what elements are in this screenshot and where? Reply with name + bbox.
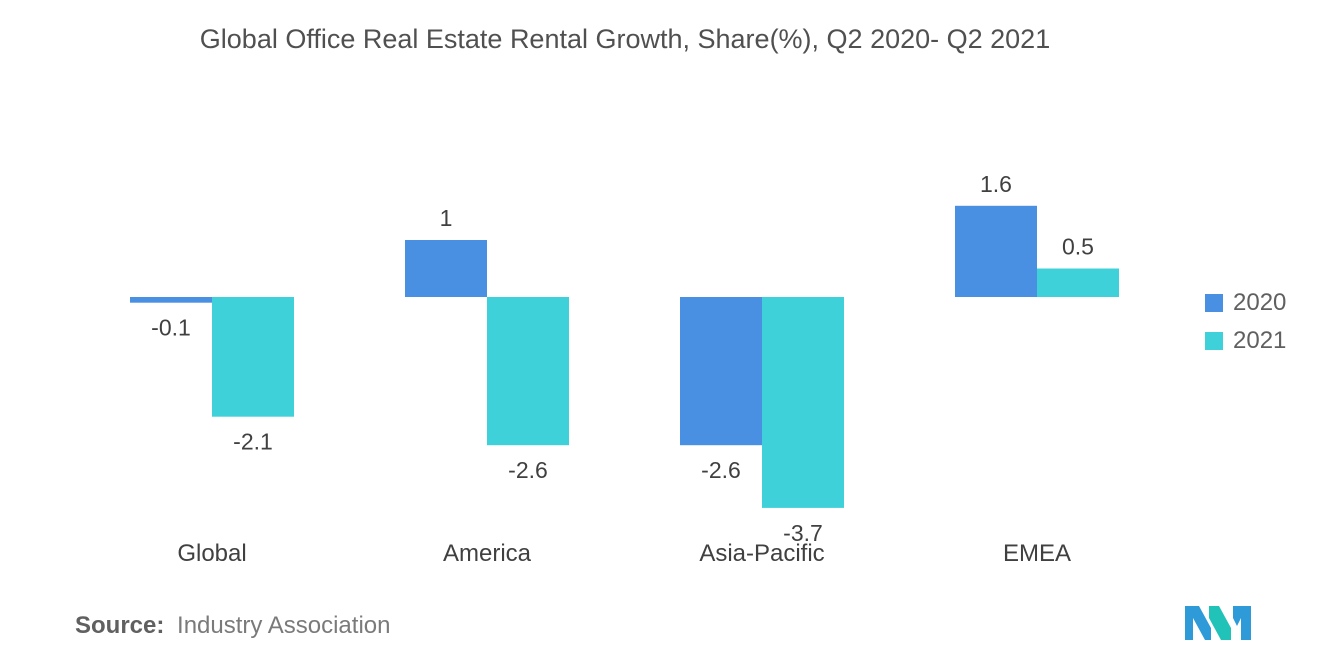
- data-label-emea-2020: 1.6: [980, 171, 1012, 197]
- bar-america-2020[interactable]: [405, 240, 487, 297]
- data-label-global-2021: -2.1: [233, 429, 273, 455]
- bar-asia-pacific-2021[interactable]: [762, 297, 844, 508]
- bar-global-2020[interactable]: [130, 297, 212, 303]
- bar-asia-pacific-2020[interactable]: [680, 297, 762, 446]
- chart-title: Global Office Real Estate Rental Growth,…: [199, 24, 1051, 54]
- legend-item-2020[interactable]: 2020: [1205, 284, 1286, 322]
- legend-label-2020: 2020: [1233, 289, 1287, 316]
- source-note: Source: Industry Association: [75, 612, 390, 640]
- bar-emea-2021[interactable]: [1037, 268, 1119, 298]
- data-label-emea-2021: 0.5: [1062, 234, 1094, 260]
- bar-emea-2020[interactable]: [955, 205, 1037, 297]
- source-label: Source:: [75, 612, 165, 639]
- bars-layer: [130, 205, 1119, 508]
- data-label-asia-pacific-2021: -3.7: [783, 520, 823, 546]
- legend-item-2021[interactable]: 2021: [1205, 322, 1286, 360]
- category-labels-layer: Global America Asia-Pacific EMEA: [177, 540, 1071, 567]
- data-label-global-2020: -0.1: [151, 315, 191, 341]
- data-label-america-2020: 1: [440, 205, 453, 231]
- legend: 2020 2021: [1205, 284, 1286, 360]
- logo-left-shape: [1185, 606, 1211, 640]
- category-label-america: America: [443, 540, 532, 567]
- category-label-asia-pacific: Asia-Pacific: [699, 540, 824, 567]
- data-label-asia-pacific-2020: -2.6: [701, 457, 741, 483]
- data-label-america-2021: -2.6: [508, 457, 548, 483]
- legend-swatch-2020: [1205, 294, 1223, 312]
- legend-swatch-2021: [1205, 332, 1223, 350]
- category-label-emea: EMEA: [1003, 540, 1071, 567]
- legend-label-2021: 2021: [1233, 327, 1287, 354]
- source-text: Industry Association: [177, 612, 391, 639]
- data-labels-layer: -0.1 -2.1 1 -2.6 -2.6 -3.7 1.6 0.5: [151, 171, 1094, 546]
- category-label-global: Global: [177, 540, 246, 567]
- logo-right-shape: [1233, 606, 1251, 640]
- mordor-intelligence-logo-icon: [1185, 606, 1251, 640]
- logo-middle-shape: [1209, 606, 1231, 640]
- bar-global-2021[interactable]: [212, 297, 294, 417]
- bar-america-2021[interactable]: [487, 297, 569, 446]
